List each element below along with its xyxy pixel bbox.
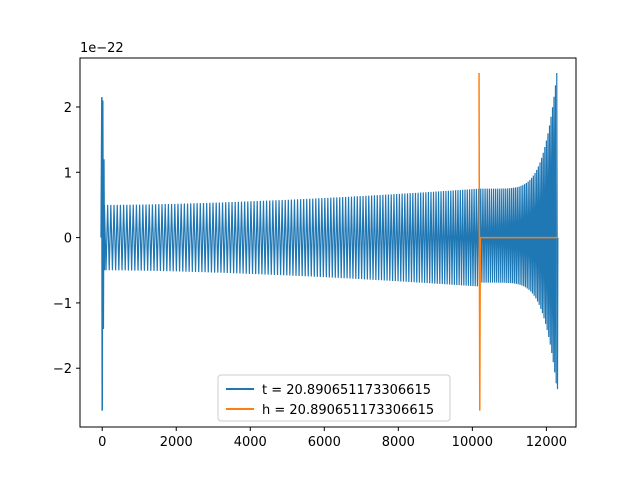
y-tick-label: 2 [64,101,72,116]
series-layer [100,73,559,411]
series-t-line [103,85,557,384]
y-tick-label: 1 [64,166,72,181]
legend-label-h: h = 20.890651173306615 [262,403,434,418]
y-tick-label: −1 [53,297,72,312]
x-tick-label: 8000 [382,435,415,450]
x-tick-label: 2000 [160,435,193,450]
y-axis-ticks: −2 −1 0 1 2 [53,101,80,377]
x-tick-label: 4000 [234,435,267,450]
series-t-end [556,73,559,390]
y-axis-offset-label: 1e−22 [80,41,124,56]
x-tick-label: 12000 [526,435,567,450]
legend-label-t: t = 20.890651173306615 [262,383,431,398]
legend-box [217,374,451,422]
axes-frame [79,57,577,428]
plot-area: 0 2000 4000 6000 8000 10000 12000 −2 −1 0 1 2 1e−2… [53,41,577,450]
y-tick-label: 0 [64,232,72,247]
series-h-tail [478,73,558,411]
x-axis-ticks: 0 2000 4000 6000 8000 10000 12000 [98,427,567,450]
x-tick-label: 10000 [452,435,493,450]
series-t-start-spike [100,97,106,411]
x-tick-label: 0 [98,435,106,450]
y-tick-label: −2 [53,362,72,377]
x-tick-label: 6000 [308,435,341,450]
legend: t = 20.890651173306615 h = 20.8906511733… [217,374,451,422]
